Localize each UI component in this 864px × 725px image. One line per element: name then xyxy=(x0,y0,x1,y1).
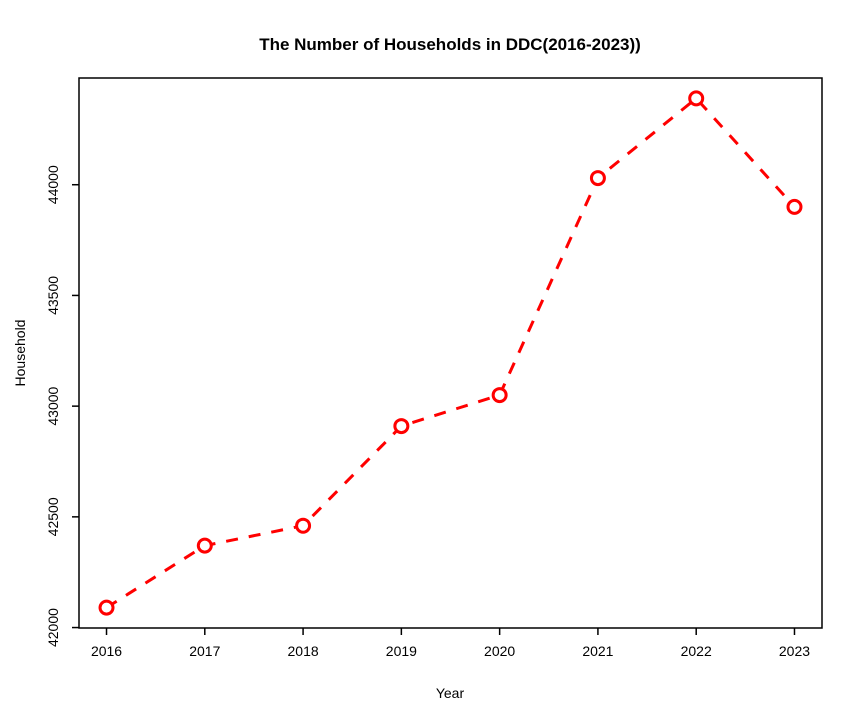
y-axis-label: Household xyxy=(12,320,28,387)
x-axis-label: Year xyxy=(436,685,465,701)
data-point xyxy=(196,537,213,554)
data-point xyxy=(295,517,312,534)
x-tick-label: 2018 xyxy=(288,643,319,659)
x-tick-label: 2022 xyxy=(681,643,712,659)
x-tick-label: 2019 xyxy=(386,643,417,659)
x-tick-label: 2017 xyxy=(189,643,220,659)
chart-title: The Number of Households in DDC(2016-202… xyxy=(259,35,641,54)
plot-box xyxy=(78,77,823,629)
data-point xyxy=(491,387,508,404)
data-point xyxy=(98,599,115,616)
y-tick-label: 42500 xyxy=(45,497,61,536)
y-tick-label: 43500 xyxy=(45,276,61,315)
y-tick-label: 43000 xyxy=(45,386,61,425)
data-point xyxy=(688,90,705,107)
x-tick-label: 2020 xyxy=(484,643,515,659)
data-point xyxy=(393,418,410,435)
data-point xyxy=(786,198,803,215)
x-tick-label: 2021 xyxy=(582,643,613,659)
x-tick-label: 2016 xyxy=(91,643,122,659)
series-line xyxy=(105,96,796,609)
y-tick-label: 44000 xyxy=(45,165,61,204)
plot-area: 2016 2017 2018 2019 2020 2021 2022 2023 42000 425… xyxy=(45,77,823,659)
y-tick-label: 42000 xyxy=(45,608,61,647)
data-point xyxy=(589,170,606,187)
x-tick-label: 2023 xyxy=(779,643,810,659)
